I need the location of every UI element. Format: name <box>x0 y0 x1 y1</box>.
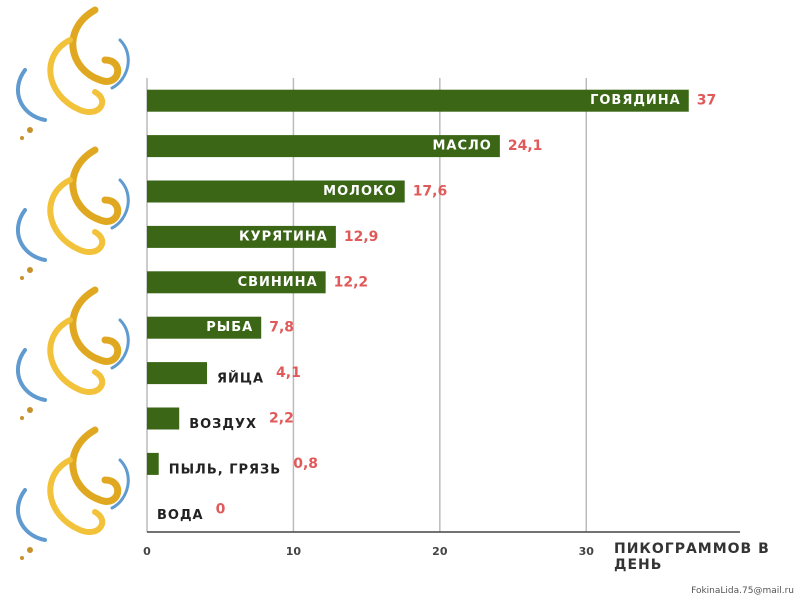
value-label: 17,6 <box>413 184 448 200</box>
category-label: СВИНИНА <box>238 275 318 290</box>
value-label: 12,9 <box>344 229 379 245</box>
value-label: 37 <box>697 93 716 109</box>
category-label: ЯЙЦА <box>217 371 264 387</box>
value-label: 12,2 <box>334 274 369 290</box>
value-label: 4,1 <box>276 365 301 381</box>
category-label: РЫБА <box>206 320 253 335</box>
bar <box>147 452 159 475</box>
category-label: МАСЛО <box>432 139 491 154</box>
value-label: 0,8 <box>293 456 318 472</box>
x-tick-label: 20 <box>432 545 448 558</box>
bar <box>147 180 405 203</box>
category-label: ГОВЯДИНА <box>590 93 681 108</box>
ornament <box>18 6 128 560</box>
category-label: ПЫЛЬ, ГРЯЗЬ <box>169 462 281 477</box>
bar <box>147 362 208 385</box>
email: FokinaLida.75@mail.ru <box>691 586 794 596</box>
x-tick-label: 30 <box>579 545 595 558</box>
bar <box>147 135 500 158</box>
category-label: ВОЗДУХ <box>189 417 257 432</box>
x-tick-label: 0 <box>143 545 151 558</box>
value-label: 24,1 <box>508 138 543 154</box>
bar <box>147 89 689 112</box>
bar <box>147 407 180 430</box>
value-label: 7,8 <box>269 320 294 336</box>
bar <box>147 316 262 339</box>
bar <box>147 271 326 294</box>
value-label: 0 <box>216 501 226 517</box>
value-label: 2,2 <box>269 411 294 427</box>
category-label: ВОДА <box>157 508 204 523</box>
x-axis-label: ПИКОГРАММОВ В ДЕНЬ <box>614 541 770 573</box>
category-label: КУРЯТИНА <box>239 229 328 244</box>
category-label: МОЛОКО <box>323 184 397 199</box>
x-tick-label: 10 <box>286 545 302 558</box>
bar <box>147 225 336 248</box>
